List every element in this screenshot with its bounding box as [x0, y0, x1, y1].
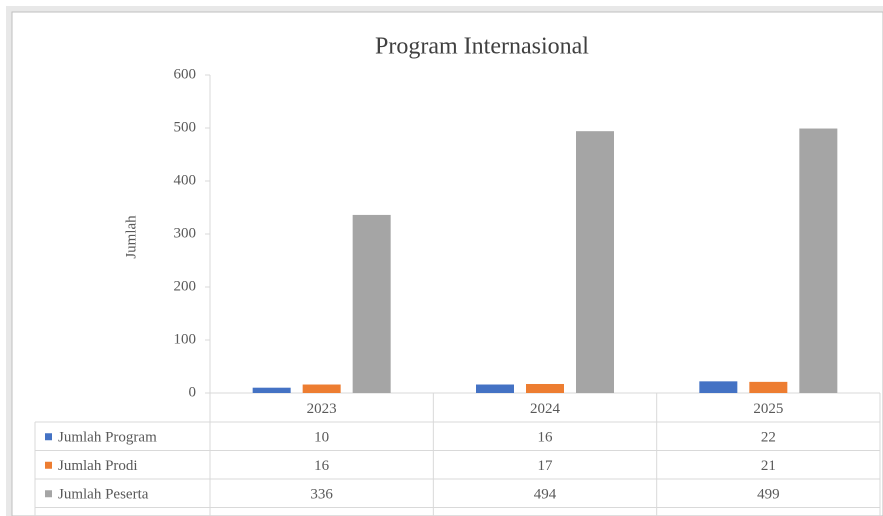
bar [526, 383, 564, 393]
bar [749, 381, 788, 393]
legend-key [45, 461, 52, 469]
bar [352, 214, 391, 393]
x-tick-label: 2024 [530, 401, 561, 417]
x-tick-label: 2025 [753, 401, 783, 417]
table-value: 16 [314, 458, 330, 474]
table-value: 17 [538, 458, 554, 474]
y-tick-label: 400 [174, 172, 197, 188]
table-value: 10 [314, 430, 329, 446]
legend-key [45, 433, 52, 441]
y-tick-label: 0 [189, 384, 197, 400]
y-tick-label: 300 [174, 225, 197, 241]
legend-label: Jumlah Peserta [58, 487, 149, 503]
chart-title: Program Internasional [375, 34, 589, 60]
table-value: 16 [538, 430, 554, 446]
y-tick-label: 100 [174, 331, 197, 347]
frame [11, 11, 883, 516]
table-value: 22 [761, 430, 776, 446]
y-axis-title: Jumlah [123, 215, 139, 259]
table-value: 494 [534, 487, 557, 503]
y-tick-label: 500 [174, 119, 197, 135]
x-tick-label: 2023 [307, 401, 337, 417]
y-tick-label: 200 [174, 278, 197, 294]
bar [252, 387, 291, 393]
bar [699, 381, 738, 393]
legend-label: Jumlah Program [58, 430, 157, 446]
bar [302, 384, 341, 393]
table-value: 21 [761, 458, 776, 474]
legend-key [45, 490, 52, 498]
y-tick-label: 600 [174, 66, 197, 82]
table-value: 499 [757, 487, 780, 503]
legend-label: Jumlah Prodi [58, 458, 138, 474]
table-value: 336 [310, 487, 333, 503]
bar [576, 131, 614, 393]
bar [799, 128, 838, 393]
bar [476, 384, 514, 393]
